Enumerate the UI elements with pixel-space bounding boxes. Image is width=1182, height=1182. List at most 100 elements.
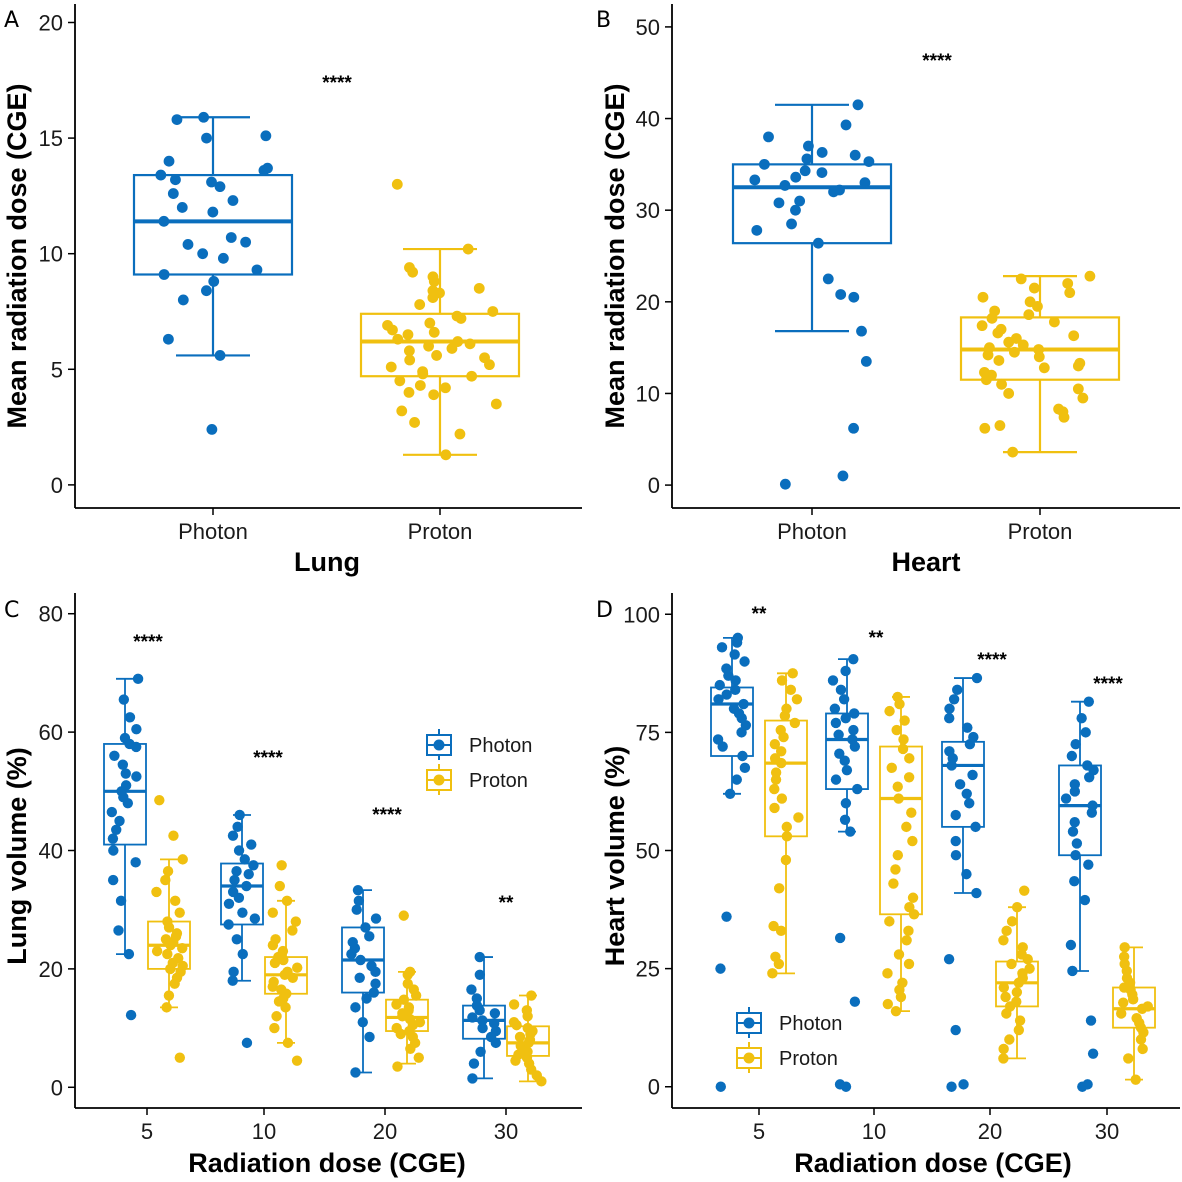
x-tick-label: 30	[1095, 1119, 1119, 1144]
data-point	[950, 1024, 961, 1036]
data-point	[897, 977, 908, 988]
data-point	[763, 131, 774, 143]
data-point	[884, 916, 895, 927]
data-point	[171, 114, 183, 125]
data-point	[177, 942, 188, 954]
data-point	[998, 1053, 1009, 1064]
data-point	[382, 319, 393, 331]
data-point	[163, 990, 175, 1001]
data-point	[816, 167, 828, 179]
data-point	[1001, 925, 1012, 937]
data-point	[274, 880, 286, 892]
data-point	[1053, 403, 1064, 415]
data-point	[906, 807, 917, 818]
y-tick-label: 0	[648, 1075, 660, 1100]
data-point	[952, 684, 963, 696]
data-point	[781, 821, 792, 833]
data-point	[111, 824, 122, 835]
data-point	[840, 713, 851, 724]
data-point	[898, 734, 909, 745]
data-point	[773, 883, 785, 894]
y-tick-label: 100	[623, 602, 660, 627]
y-tick-label: 50	[636, 15, 660, 40]
data-point	[995, 323, 1007, 335]
data-point	[1014, 1015, 1026, 1026]
y-tick-label: 10	[39, 242, 63, 267]
data-point	[201, 285, 212, 297]
panel-b-letter: B	[596, 8, 611, 33]
data-point	[281, 895, 293, 907]
data-point	[989, 305, 1001, 317]
box-iqr	[462, 1004, 506, 1040]
data-point	[1024, 296, 1036, 308]
data-point	[1028, 282, 1040, 294]
data-point	[171, 928, 183, 939]
data-point	[364, 931, 375, 942]
data-point	[731, 774, 742, 785]
data-point	[233, 845, 245, 856]
data-point	[839, 755, 850, 766]
data-point	[721, 911, 732, 922]
data-point	[801, 153, 813, 165]
data-point	[207, 206, 219, 218]
panel-d-letter: D	[596, 598, 613, 623]
data-point	[904, 901, 915, 913]
data-point	[246, 839, 257, 850]
data-point	[270, 934, 281, 945]
data-point	[160, 934, 172, 945]
data-point	[414, 380, 426, 391]
x-tick-label: 5	[141, 1119, 153, 1144]
data-point	[119, 732, 131, 744]
data-point	[391, 999, 402, 1010]
data-point	[131, 723, 142, 735]
panel-c: C Lung volume (%) Radiation dose (CGE) 0…	[2, 593, 582, 1178]
data-point	[1123, 1053, 1134, 1064]
data-point	[267, 907, 279, 918]
data-point	[950, 809, 961, 821]
data-point	[839, 814, 851, 825]
data-point	[370, 978, 381, 989]
data-point	[712, 734, 724, 745]
data-point	[799, 165, 811, 177]
data-point	[721, 689, 732, 700]
data-point	[779, 180, 791, 191]
data-point	[177, 960, 188, 972]
x-tick-label: Proton	[1008, 519, 1073, 544]
data-point	[466, 370, 478, 382]
data-point	[154, 794, 165, 806]
data-point	[229, 874, 240, 886]
data-point	[834, 932, 846, 944]
data-point	[1087, 800, 1098, 811]
data-point	[779, 478, 791, 490]
data-point	[392, 1061, 403, 1072]
y-tick-label: 10	[636, 381, 660, 406]
data-point	[1077, 392, 1089, 404]
data-point	[1083, 696, 1095, 707]
data-point	[1068, 330, 1080, 342]
data-point	[732, 632, 744, 644]
panel-c-legend: Photon Proton	[426, 729, 532, 795]
data-point	[827, 675, 839, 686]
data-point	[241, 1037, 253, 1049]
panel-d-ylabel: Heart volume (%)	[600, 746, 630, 967]
data-point	[841, 764, 853, 776]
data-point	[240, 236, 252, 248]
data-point	[471, 993, 483, 1004]
data-point	[462, 243, 474, 255]
data-point	[1011, 996, 1022, 1007]
data-point	[124, 712, 136, 723]
data-point	[849, 149, 861, 161]
legend-photon-label: Photon	[469, 735, 532, 757]
data-point	[1062, 278, 1074, 289]
x-tick-label: 10	[252, 1119, 276, 1144]
significance-label: ****	[372, 805, 402, 826]
data-point	[769, 783, 780, 795]
data-point	[1118, 997, 1129, 1008]
data-point	[901, 935, 912, 946]
data-point	[1079, 894, 1091, 906]
data-point	[958, 1079, 969, 1090]
data-point	[158, 269, 170, 280]
data-point	[904, 753, 915, 764]
data-point	[886, 762, 897, 774]
